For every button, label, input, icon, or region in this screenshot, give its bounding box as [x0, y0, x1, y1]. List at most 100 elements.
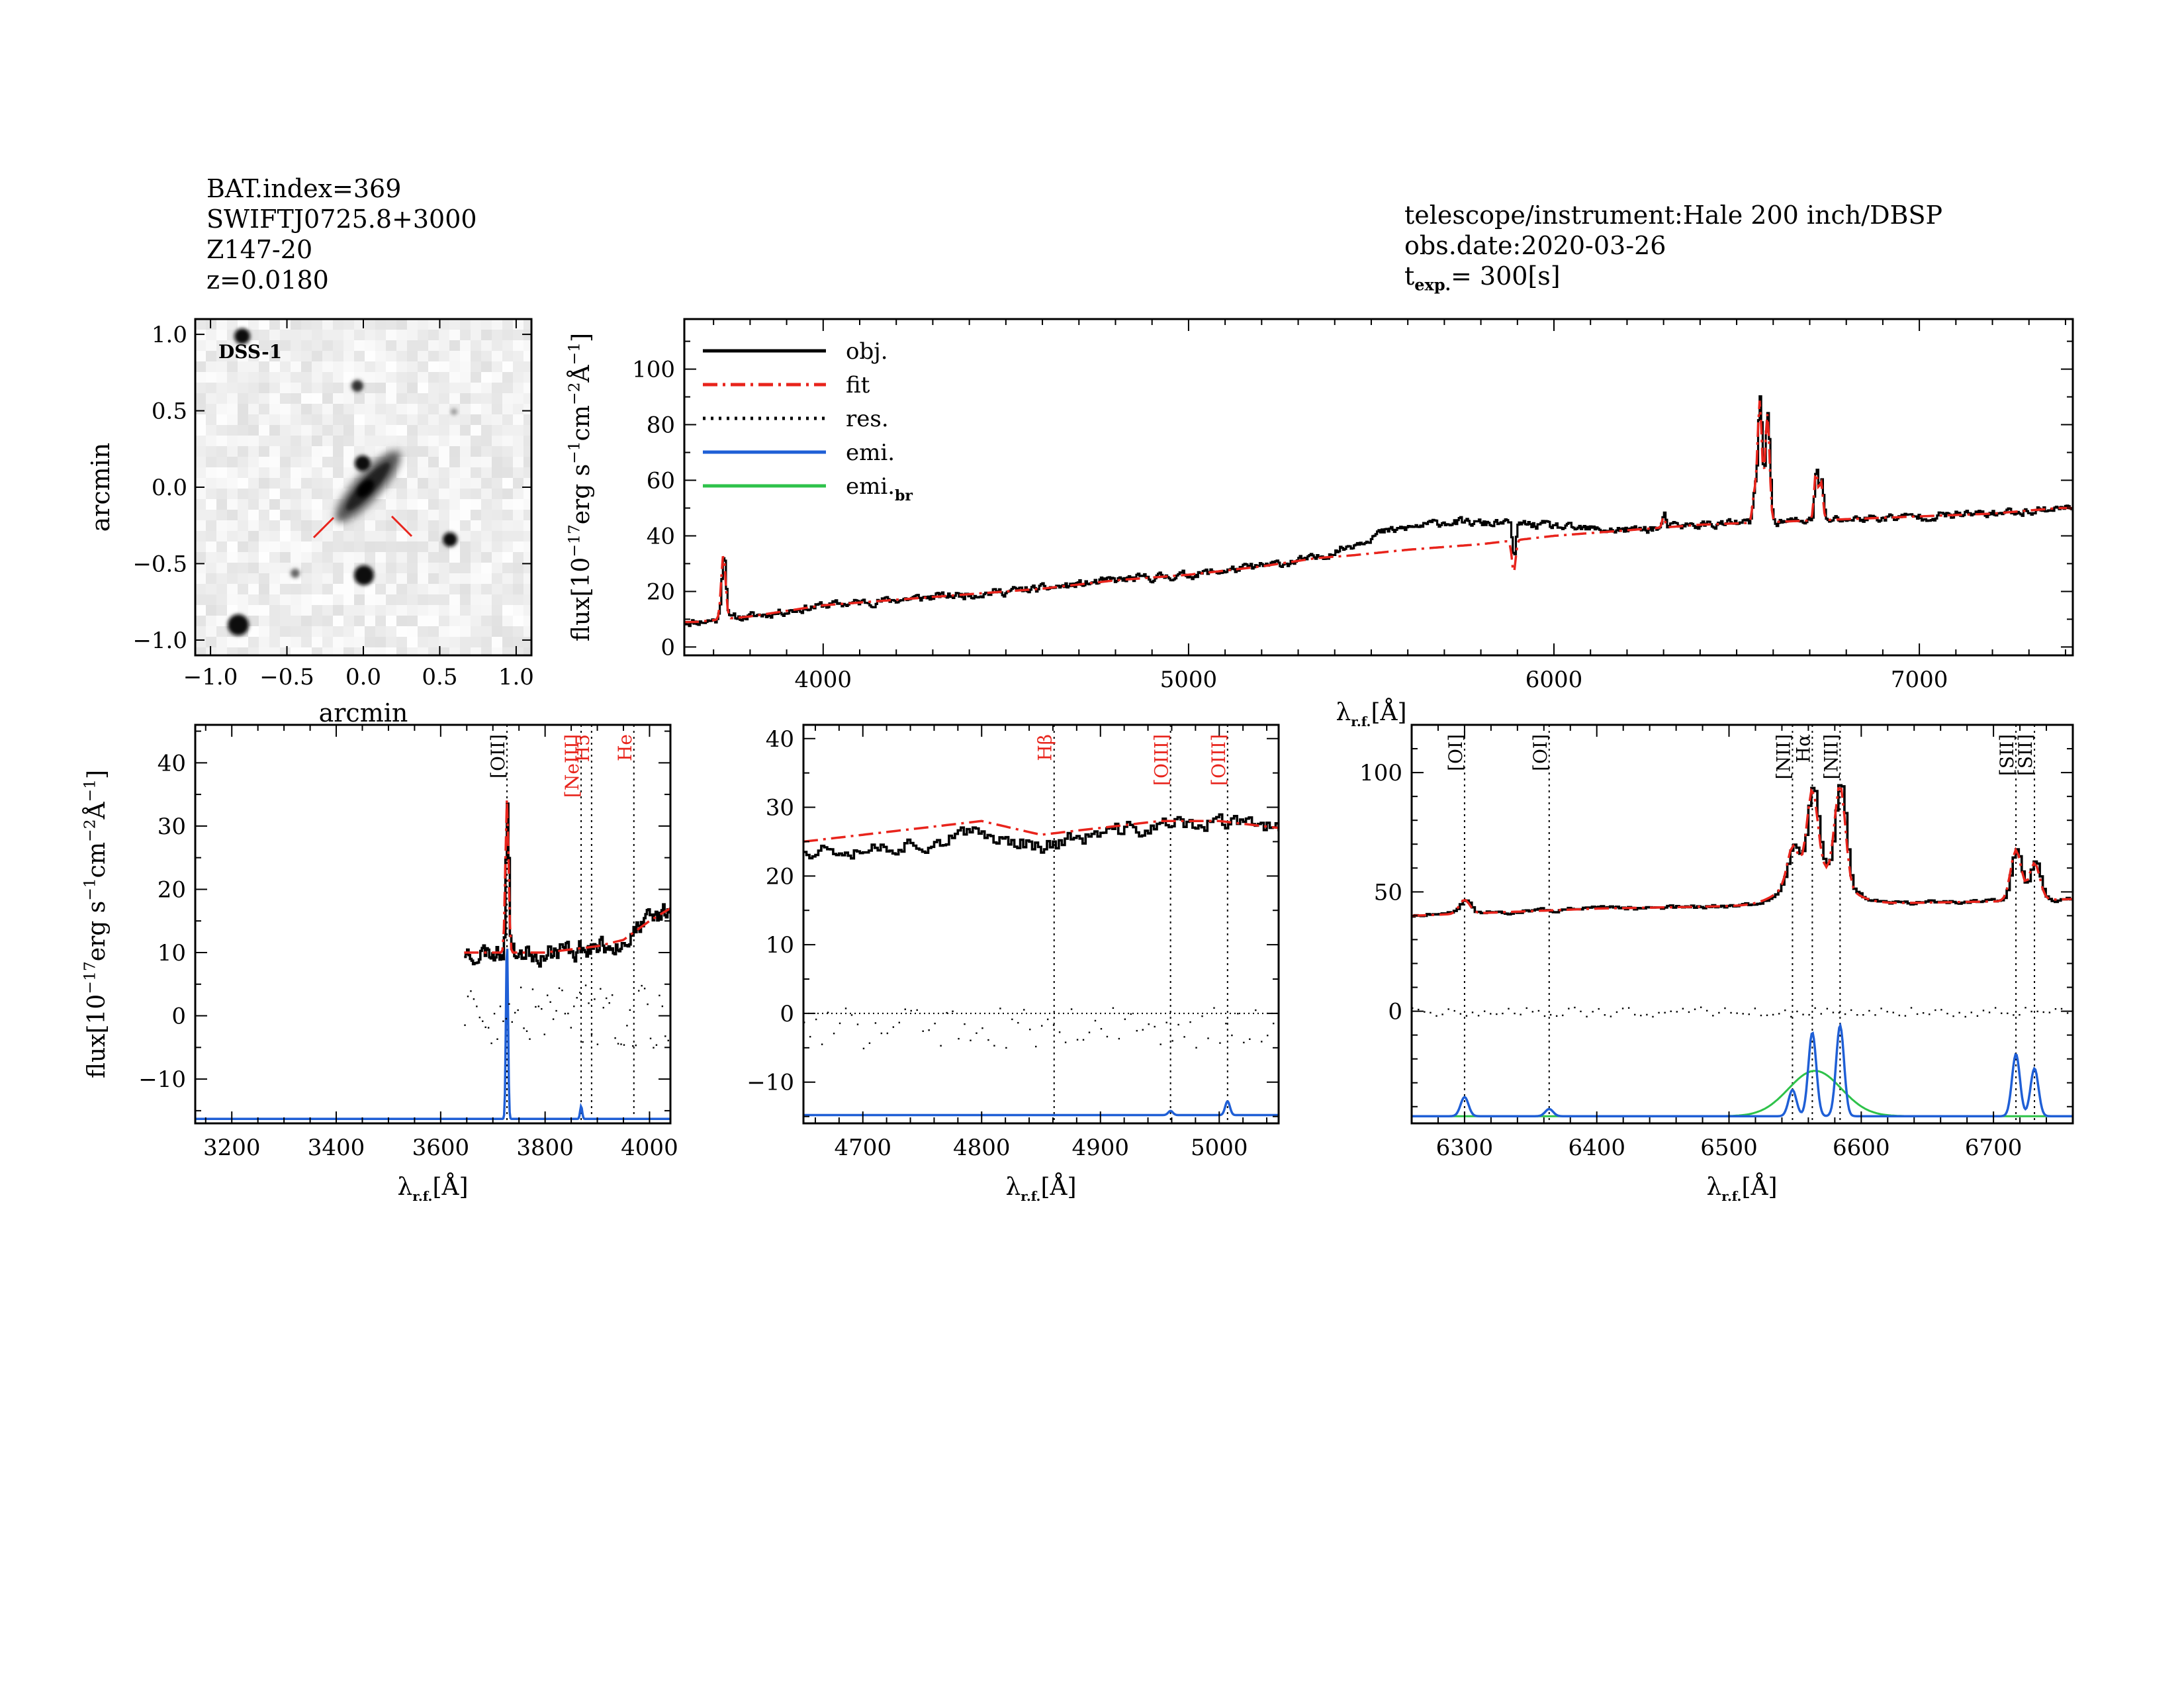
- image-pixel: [523, 425, 531, 436]
- residual-point: [874, 1022, 877, 1024]
- image-pixel: [439, 404, 449, 414]
- image-pixel: [269, 594, 280, 605]
- image-pixel: [407, 647, 418, 655]
- image-pixel: [449, 605, 460, 616]
- image-pixel: [195, 340, 206, 351]
- image-pixel: [375, 425, 386, 436]
- image-pixel: [291, 552, 301, 563]
- image-xtick-label: 0.0: [345, 664, 381, 690]
- image-pixel: [471, 404, 481, 414]
- image-pixel: [375, 361, 386, 372]
- image-pixel: [481, 552, 492, 563]
- image-pixel: [238, 520, 248, 531]
- image-pixel: [216, 541, 227, 552]
- image-pixel: [269, 647, 280, 655]
- image-pixel: [291, 584, 301, 594]
- image-pixel: [396, 499, 407, 510]
- image-pixel: [280, 626, 291, 637]
- image-pixel: [365, 436, 375, 446]
- image-pixel: [449, 372, 460, 383]
- image-pixel: [471, 393, 481, 404]
- residual-point: [1106, 1035, 1109, 1038]
- image-pixel: [449, 319, 460, 330]
- image-pixel: [471, 319, 481, 330]
- residual-point: [898, 1021, 900, 1023]
- image-pixel: [280, 383, 291, 393]
- y-tick-label: 40: [158, 750, 186, 776]
- image-pixel: [280, 478, 291, 489]
- image-pixel: [481, 478, 492, 489]
- image-pixel: [206, 489, 216, 499]
- image-pixel: [492, 647, 502, 655]
- image-pixel: [291, 330, 301, 340]
- image-pixel: [291, 594, 301, 605]
- image-pixel: [386, 372, 396, 383]
- image-pixel: [312, 319, 322, 330]
- image-pixel: [291, 616, 301, 626]
- y-tick-label: 40: [647, 523, 675, 549]
- image-pixel: [312, 489, 322, 499]
- residual-point: [952, 1010, 954, 1012]
- residual-point: [2007, 1012, 2009, 1015]
- image-pixel: [280, 573, 291, 584]
- y-tick-label: 30: [766, 795, 794, 821]
- image-pixel: [471, 467, 481, 478]
- image-pixel: [312, 414, 322, 425]
- image-pixel: [259, 393, 269, 404]
- image-pixel: [333, 351, 343, 361]
- image-pixel: [248, 414, 259, 425]
- image-pixel: [439, 626, 449, 637]
- lambda-axis-label: λr.f.[Å]: [1005, 1173, 1076, 1204]
- image-pixel: [481, 383, 492, 393]
- image-pixel: [418, 351, 428, 361]
- image-pixel: [238, 383, 248, 393]
- residual-point: [1496, 1013, 1498, 1015]
- image-pixel: [481, 605, 492, 616]
- image-pixel: [238, 446, 248, 457]
- residual-point: [1035, 1045, 1037, 1048]
- image-pixel: [386, 541, 396, 552]
- residual-point: [1477, 1015, 1480, 1017]
- image-pixel: [418, 340, 428, 351]
- halpha-frame: [1410, 724, 2074, 1125]
- image-pixel: [216, 563, 227, 573]
- image-pixel: [386, 361, 396, 372]
- image-pixel: [365, 404, 375, 414]
- image-pixel: [439, 637, 449, 647]
- image-pixel: [216, 637, 227, 647]
- image-pixel: [206, 340, 216, 351]
- image-pixel: [471, 541, 481, 552]
- residual-point: [594, 998, 596, 1000]
- image-pixel: [502, 626, 513, 637]
- image-pixel: [333, 383, 343, 393]
- image-pixel: [428, 510, 439, 520]
- image-pixel: [322, 446, 333, 457]
- image-pixel: [248, 478, 259, 489]
- image-pixel: [269, 563, 280, 573]
- image-pixel: [396, 563, 407, 573]
- image-pixel: [396, 531, 407, 541]
- residual-point: [922, 1030, 924, 1032]
- image-pixel: [418, 361, 428, 372]
- image-pixel: [301, 457, 312, 467]
- image-pixel: [343, 594, 354, 605]
- line-marker-label: [SII]: [2015, 734, 2036, 776]
- image-pixel: [418, 499, 428, 510]
- image-pixel: [238, 436, 248, 446]
- y-tick-label: −10: [747, 1070, 794, 1096]
- image-ylabel: arcmin: [86, 443, 115, 532]
- image-pixel: [365, 425, 375, 436]
- residual-point: [1142, 1029, 1144, 1031]
- image-pixel: [460, 626, 471, 637]
- image-pixel: [322, 340, 333, 351]
- image-pixel: [439, 319, 449, 330]
- image-pixel: [206, 383, 216, 393]
- image-pixel: [269, 531, 280, 541]
- residual-point: [608, 1002, 610, 1004]
- line-marker-label: Hβ: [1034, 734, 1056, 761]
- image-axes: −1.0 1.0 −0.5 0.5 0.0 0.0 0.5 −0.5 1.0 −1.0: [132, 319, 534, 690]
- image-pixel: [471, 351, 481, 361]
- residual-point: [499, 1006, 502, 1008]
- redshift-label: z=0.0180: [206, 265, 329, 295]
- residual-point: [1171, 1040, 1173, 1042]
